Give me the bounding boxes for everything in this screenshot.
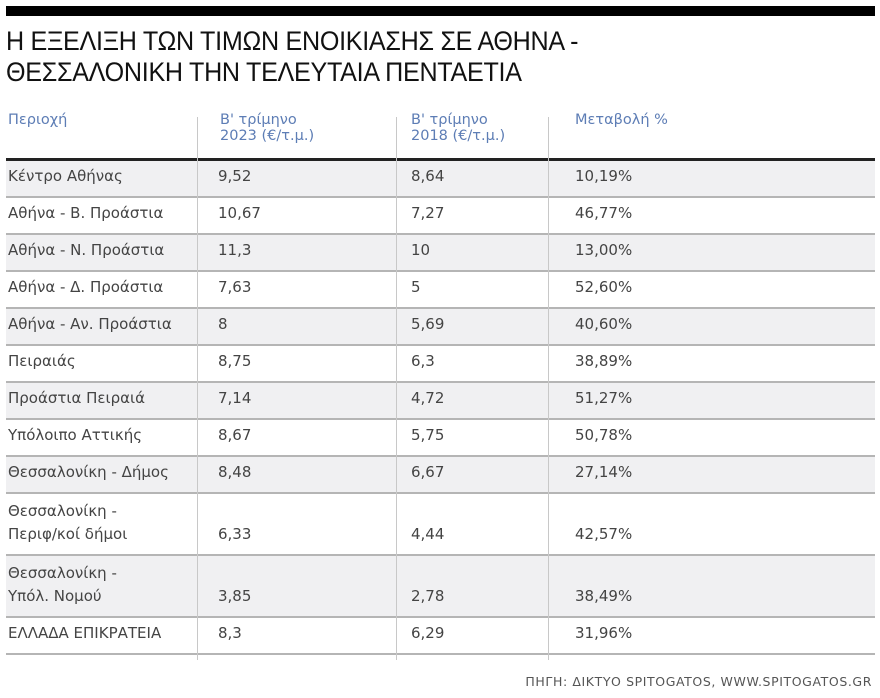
cell-change: 31,96% [575,624,633,642]
cell-2018: 2,78 [411,587,445,605]
table-row: Αθήνα - Β. Προάστια 10,67 7,27 46,77% [6,198,875,235]
cell-change: 13,00% [575,241,633,259]
cell-2023: 8,48 [218,463,252,481]
cell-2018: 5,75 [411,426,445,444]
cell-region: Αθήνα - Ν. Προάστια [8,241,165,259]
cell-change: 52,60% [575,278,633,296]
cell-2018: 7,27 [411,204,445,222]
cell-change: 40,60% [575,315,633,333]
header-2018-line2: 2018 (€/τ.μ.) [411,128,506,144]
cell-region: Υπόλοιπο Αττικής [8,426,143,444]
cell-2023: 7,14 [218,389,252,407]
cell-2023: 3,85 [218,587,252,605]
table-row: Θεσσαλονίκη - Περιφ/κοί δήμοι 6,33 4,44 … [6,494,875,556]
table-row: Πειραιάς 8,75 6,3 38,89% [6,346,875,383]
cell-region: Αθήνα - Αν. Προάστια [8,315,172,333]
cell-2018: 4,44 [411,525,445,543]
cell-region-line1: Θεσσαλονίκη - [8,502,117,520]
cell-2023: 9,52 [218,167,252,185]
header-2023-line2: 2023 (€/τ.μ.) [220,128,315,144]
cell-region: Πειραιάς [8,352,76,370]
header-2018-line1: Β' τρίμηνο [411,112,488,128]
table-row: Αθήνα - Αν. Προάστια 8 5,69 40,60% [6,309,875,346]
cell-2023: 8,75 [218,352,252,370]
cell-region: Αθήνα - Δ. Προάστια [8,278,164,296]
cell-2023: 11,3 [218,241,252,259]
table-row: Θεσσαλονίκη - Δήμος 8,48 6,67 27,14% [6,457,875,494]
title-line-1: Η ΕΞΕΛΙΞΗ ΤΩΝ ΤΙΜΩΝ ΕΝΟΙΚΙΑΣΗΣ ΣΕ ΑΘΗΝΑ … [6,26,579,56]
column-divider [548,117,549,660]
cell-region: Θεσσαλονίκη - Περιφ/κοί δήμοι [8,500,127,546]
cell-2018: 8,64 [411,167,445,185]
cell-2018: 6,67 [411,463,445,481]
table-row: ΕΛΛΑΔΑ ΕΠΙΚΡΑΤΕΙΑ 8,3 6,29 31,96% [6,618,875,655]
cell-region: Κέντρο Αθήνας [8,167,123,185]
cell-2018: 5 [411,278,421,296]
cell-region-line2: Περιφ/κοί δήμοι [8,525,128,543]
cell-change: 27,14% [575,463,633,481]
cell-region-line2: Υπόλ. Νομού [8,587,102,605]
cell-2023: 10,67 [218,204,261,222]
cell-2023: 8,67 [218,426,252,444]
cell-2023: 6,33 [218,525,252,543]
cell-2023: 8 [218,315,228,333]
table-row: Θεσσαλονίκη - Υπόλ. Νομού 3,85 2,78 38,4… [6,556,875,618]
source-note: ΠΗΓΗ: ΔΙΚΤΥΟ SPITOGATOS, WWW.SPITOGATOS.… [525,674,872,689]
cell-region: Προάστια Πειραιά [8,389,145,407]
cell-2018: 5,69 [411,315,445,333]
cell-2018: 10 [411,241,431,259]
header-change: Μεταβολή % [575,112,668,128]
cell-change: 38,49% [575,587,633,605]
table-row: Αθήνα - Ν. Προάστια 11,3 10 13,00% [6,235,875,272]
cell-change: 38,89% [575,352,633,370]
cell-change: 10,19% [575,167,633,185]
cell-region: Θεσσαλονίκη - Δήμος [8,463,169,481]
column-divider [396,117,397,660]
header-2023: Β' τρίμηνο 2023 (€/τ.μ.) [220,112,314,144]
rent-prices-table: Περιοχή Β' τρίμηνο 2023 (€/τ.μ.) Β' τρίμ… [6,103,875,660]
cell-2018: 4,72 [411,389,445,407]
table-row: Υπόλοιπο Αττικής 8,67 5,75 50,78% [6,420,875,457]
top-rule [6,6,875,16]
header-region: Περιοχή [8,112,68,128]
table-row: Αθήνα - Δ. Προάστια 7,63 5 52,60% [6,272,875,309]
cell-region: Θεσσαλονίκη - Υπόλ. Νομού [8,562,117,608]
header-2018: Β' τρίμηνο 2018 (€/τ.μ.) [411,112,505,144]
table-row: Προάστια Πειραιά 7,14 4,72 51,27% [6,383,875,420]
chart-title: Η ΕΞΕΛΙΞΗ ΤΩΝ ΤΙΜΩΝ ΕΝΟΙΚΙΑΣΗΣ ΣΕ ΑΘΗΝΑ … [6,26,806,88]
cell-change: 46,77% [575,204,633,222]
cell-2023: 8,3 [218,624,242,642]
cell-region: ΕΛΛΑΔΑ ΕΠΙΚΡΑΤΕΙΑ [8,624,162,642]
cell-region: Αθήνα - Β. Προάστια [8,204,164,222]
table-row: Κέντρο Αθήνας 9,52 8,64 10,19% [6,161,875,198]
header-2023-line1: Β' τρίμηνο [220,112,297,128]
cell-region-line1: Θεσσαλονίκη - [8,564,117,582]
title-line-2: ΘΕΣΣΑΛΟΝΙΚΗ ΤΗΝ ΤΕΛΕΥΤΑΙΑ ΠΕΝΤΑΕΤΙΑ [6,57,522,87]
cell-change: 42,57% [575,525,633,543]
column-divider [197,117,198,660]
cell-2018: 6,3 [411,352,435,370]
table-header: Περιοχή Β' τρίμηνο 2023 (€/τ.μ.) Β' τρίμ… [6,103,875,161]
cell-2018: 6,29 [411,624,445,642]
cell-2023: 7,63 [218,278,252,296]
cell-change: 50,78% [575,426,633,444]
cell-change: 51,27% [575,389,633,407]
